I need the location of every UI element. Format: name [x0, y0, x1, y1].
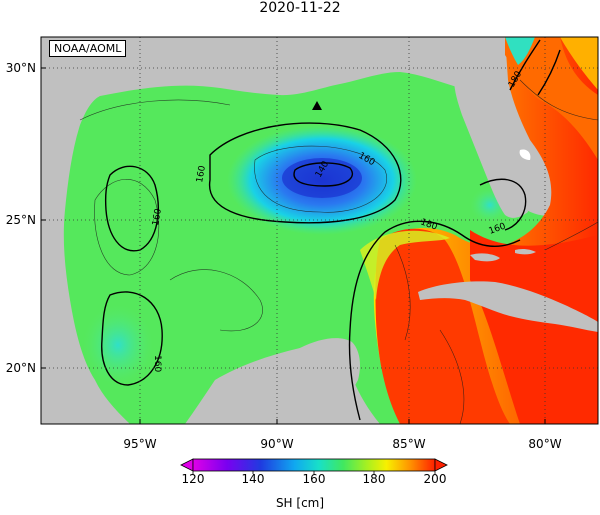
atlantic-yellow: [560, 37, 598, 90]
map-plot-area: [41, 37, 598, 424]
colorbar: [192, 458, 436, 472]
contour-label: 160: [152, 355, 162, 372]
lon-label: 90°W: [260, 437, 294, 451]
transition-zone: [360, 230, 450, 300]
plot-frame: [40, 36, 599, 425]
atlantic-orange: [505, 37, 598, 160]
colorbar-tick-label: 200: [423, 472, 447, 486]
colorbar-ticks: [192, 471, 436, 474]
station-marker: [312, 101, 322, 110]
minor-contours: [79, 79, 598, 424]
graticule: [41, 37, 598, 424]
contour-label: 160: [195, 165, 208, 184]
contour-label: 160: [151, 208, 164, 227]
credit-label: NOAA/AOML: [49, 40, 127, 57]
colorbar-tick-label: 120: [181, 472, 205, 486]
western-low: [83, 305, 153, 385]
lon-label: 95°W: [123, 437, 157, 451]
colorbar-unit-label: SH [cm]: [275, 496, 325, 510]
lake-okeechobee: [519, 149, 531, 160]
axis-ticks: [41, 67, 546, 424]
yucatan: [215, 338, 360, 424]
island: [470, 253, 500, 262]
colorbar-tick-label: 180: [362, 472, 386, 486]
colorbar-max-arrow: [434, 458, 448, 472]
atlantic-cyan: [505, 37, 535, 65]
map-title: 2020-11-22: [259, 0, 341, 16]
lon-label: 80°W: [528, 437, 562, 451]
lon-label: 85°W: [392, 437, 426, 451]
colorbar-tick-label: 160: [302, 472, 326, 486]
island: [515, 248, 536, 255]
eddy-core: [282, 158, 362, 198]
cuba: [418, 281, 598, 332]
lat-label: 20°N: [5, 361, 36, 375]
colorbar-min-arrow: [180, 458, 194, 472]
lat-label: 25°N: [5, 213, 36, 227]
lat-label: 30°N: [5, 61, 36, 75]
colorbar-tick-label: 140: [241, 472, 265, 486]
caribbean-warm: [470, 230, 598, 424]
